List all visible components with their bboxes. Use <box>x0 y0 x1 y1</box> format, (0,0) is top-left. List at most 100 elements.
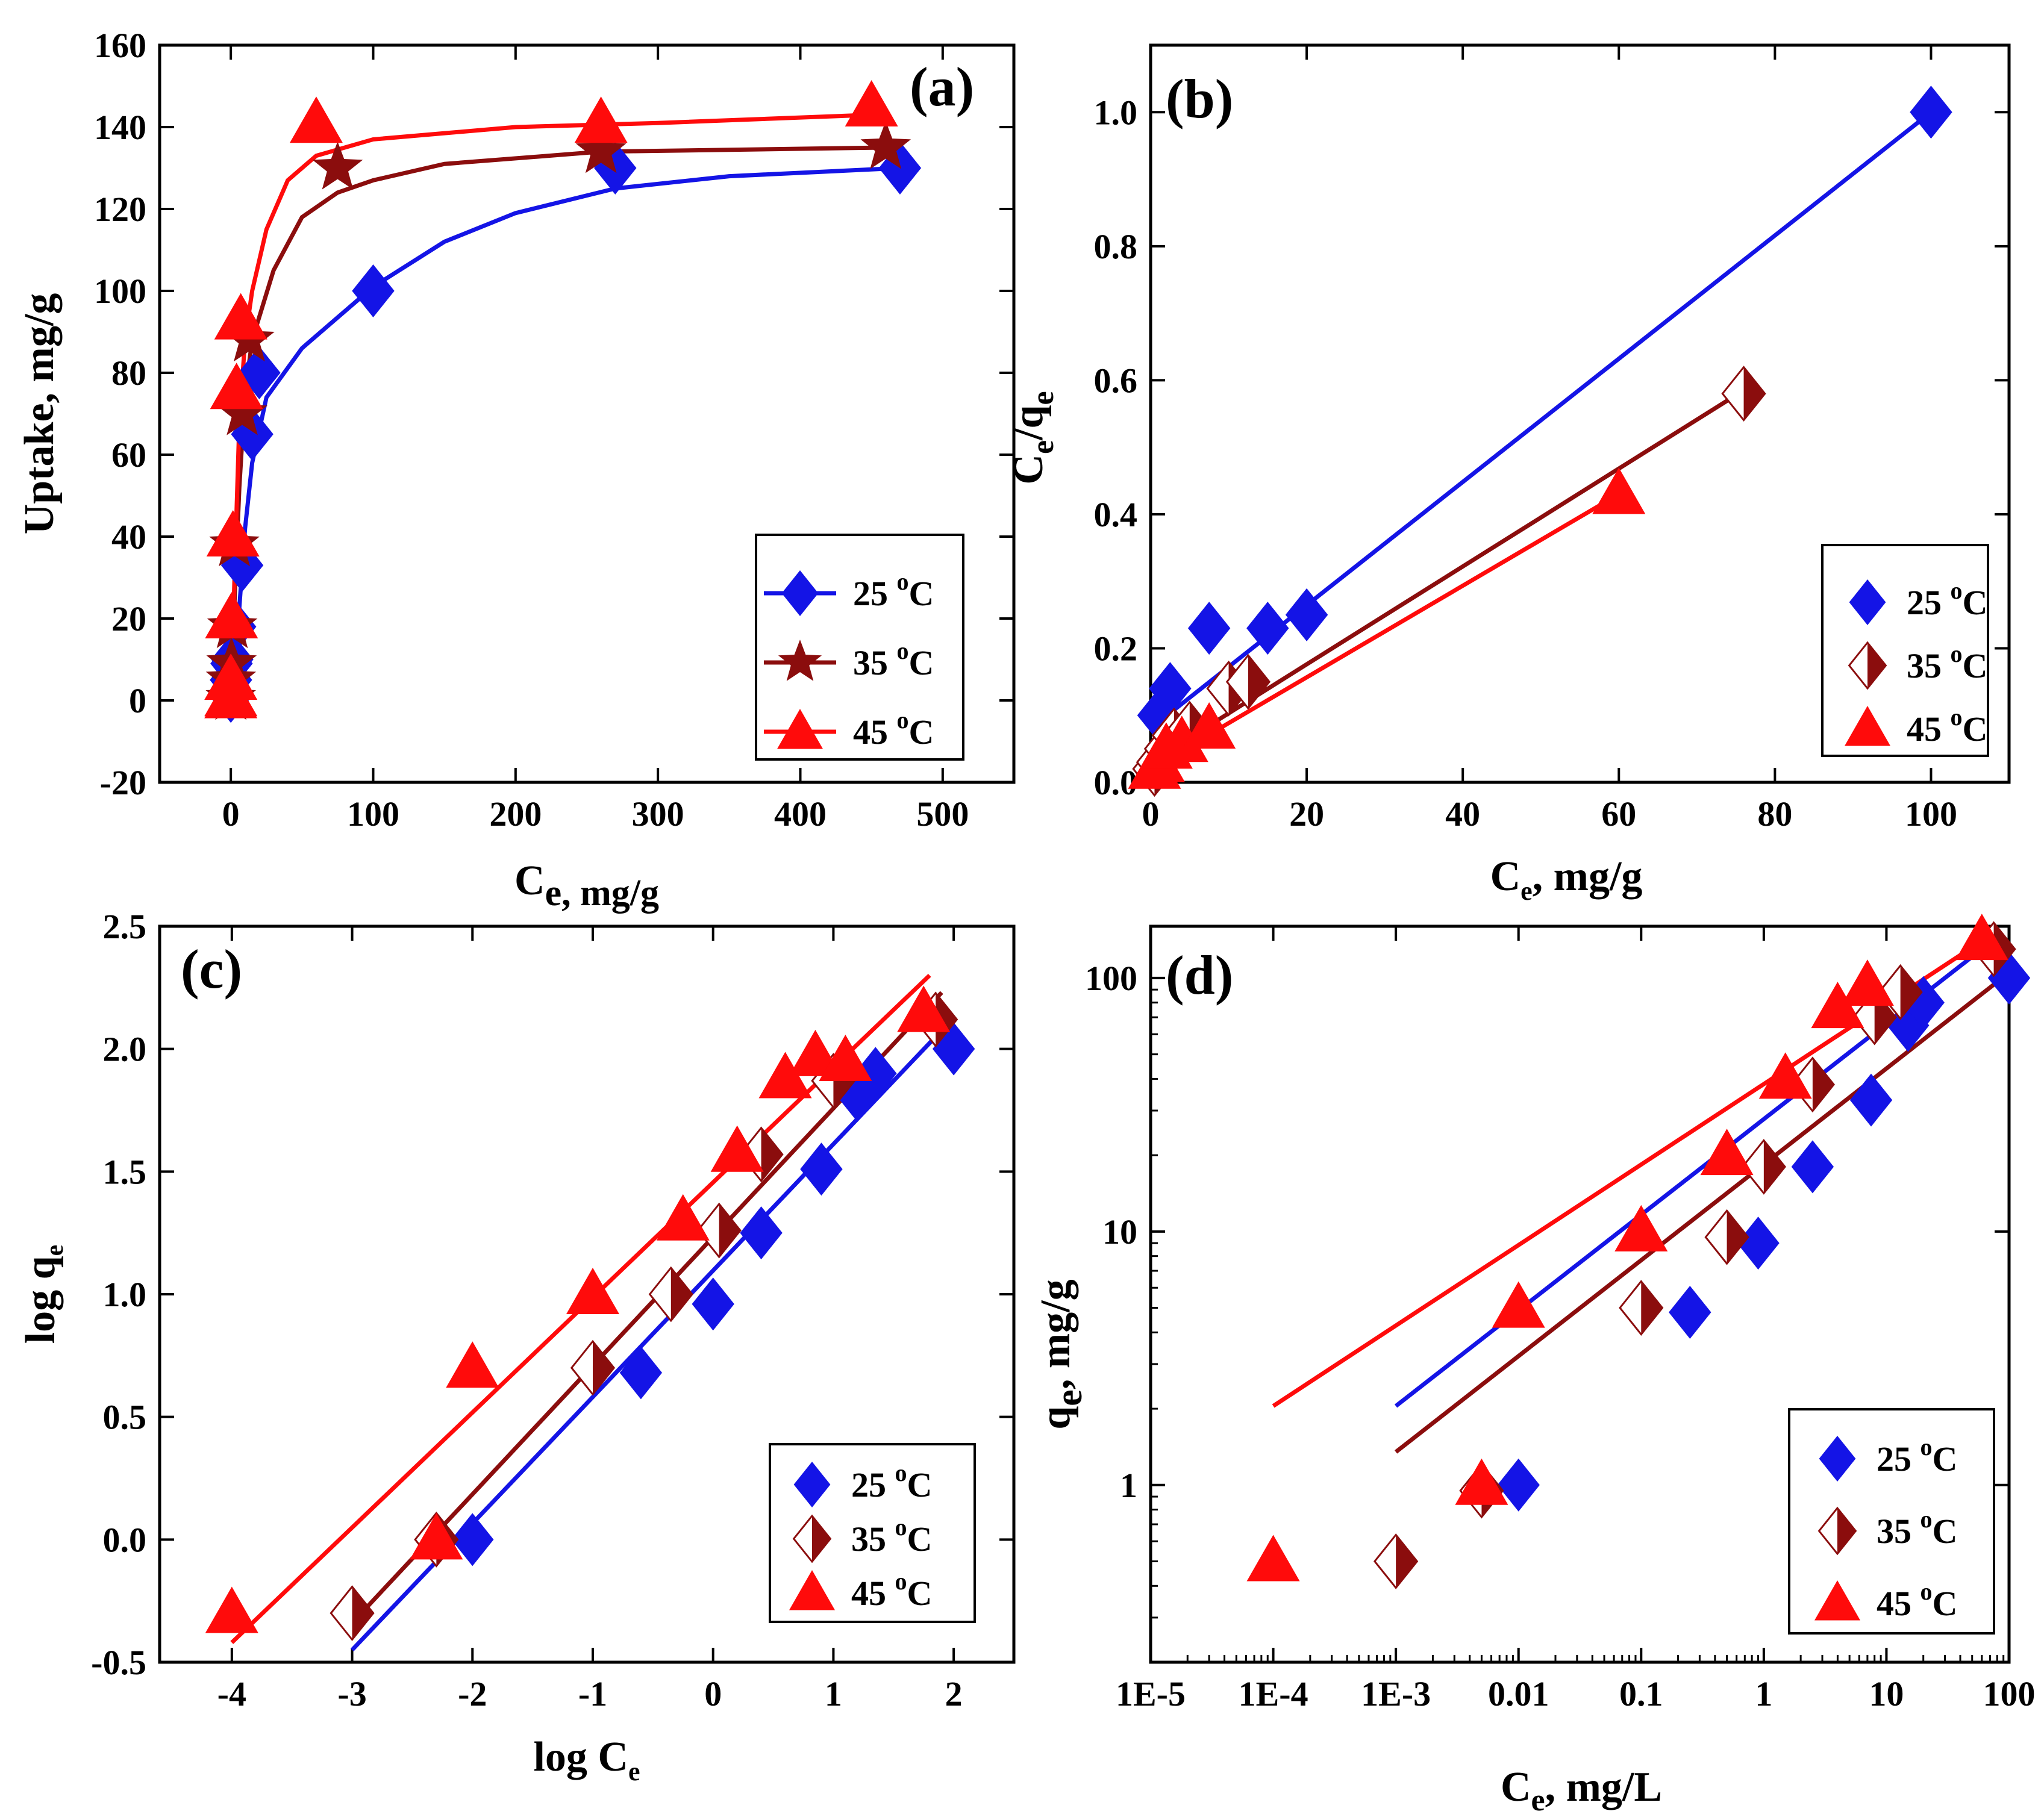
data-point-45C <box>566 1268 619 1314</box>
data-point-25C <box>1849 1073 1893 1127</box>
tick-labels-d: 1E-5 1E-4 1E-3 0.01 0.1 1 10 100 1 10 100 <box>1085 959 2036 1713</box>
legend-marker-35C <box>1817 1506 1857 1556</box>
x-tick-label: 1 <box>1755 1674 1772 1713</box>
panel-label-b: (b) <box>1166 68 1233 129</box>
tick-labels-b: 0 20 40 60 80 100 0.0 0.2 0.4 0.6 0.8 1.0 <box>1094 93 1957 834</box>
data-point-25C <box>451 1513 494 1566</box>
data-point-25C <box>1669 1286 1711 1339</box>
data-point-45C <box>205 592 258 638</box>
x-tick-label: 2 <box>945 1674 963 1713</box>
legend-marker-35C <box>1848 641 1887 690</box>
y-tick-label: 1.0 <box>1094 93 1138 132</box>
data-point-45C <box>897 985 951 1032</box>
markers-b <box>1128 86 1952 797</box>
y-tick-label: 1.0 <box>103 1275 147 1314</box>
legend-marker-45C <box>1814 1580 1860 1621</box>
plot-frame-b <box>1149 43 2011 784</box>
panel-b-langmuir-linear: 0 20 40 60 80 100 0.0 0.2 0.4 0.6 0.8 1.0 (b) Ce, m… <box>1005 43 2011 906</box>
y-tick-label: 10 <box>1102 1212 1137 1251</box>
x-tick-label: 100 <box>1983 1674 2036 1713</box>
data-point-45C <box>656 1194 710 1241</box>
y-tick-label: 0.6 <box>1094 361 1138 400</box>
y-tick-label: 0.0 <box>103 1520 147 1559</box>
legend-marker-25C <box>1819 1436 1856 1482</box>
data-point-45C <box>446 1341 499 1388</box>
data-point-45C <box>1758 1052 1812 1099</box>
legend-frame-d <box>1788 1408 1995 1635</box>
legend-label-45C: 45 oC <box>1877 1578 1957 1623</box>
x-tick-label: 60 <box>1601 794 1636 834</box>
data-point-45C <box>1246 1535 1300 1582</box>
y-tick-label: 40 <box>111 517 146 556</box>
x-tick-label: 100 <box>1905 794 1957 834</box>
legend-label-35C: 35 oC <box>853 637 934 682</box>
x-tick-label: 10 <box>1869 1674 1904 1713</box>
y-tick-label: 20 <box>111 599 146 638</box>
data-point-45C <box>845 80 898 126</box>
data-point-45C <box>1492 1281 1545 1328</box>
y-tick-label: -20 <box>100 763 146 802</box>
legend-items-b: 25 oC 35 oC 45 oC <box>1845 577 1987 749</box>
data-point-25C <box>1791 1140 1834 1194</box>
markers-d <box>1246 914 2031 1589</box>
panel-c-freundlich-linear: -4 -3 -2 -1 0 1 2 -0.5 0.0 0.5 1.0 1.5 2.0 2.5 (c) lo… <box>17 907 1016 1786</box>
legend-marker-45C <box>789 1570 835 1610</box>
data-point-45C <box>1700 1129 1754 1176</box>
data-point-45C <box>574 96 628 143</box>
data-point-25C <box>854 1047 897 1100</box>
legend-label-35C: 35 oC <box>1877 1506 1957 1551</box>
y-tick-label: 140 <box>94 108 146 147</box>
legend-items-a: 25 oC 35 oC 45 oC <box>764 568 934 752</box>
panel-label-a: (a) <box>910 56 974 117</box>
legend-label-45C: 45 oC <box>853 706 934 752</box>
legend-d: 25 oC 35 oC 45 oC <box>1788 1408 1995 1635</box>
legend-frame-a <box>755 534 964 761</box>
y-tick-label: 0.8 <box>1094 227 1138 266</box>
x-tick-label: 1E-3 <box>1361 1674 1431 1713</box>
y-tick-label: 120 <box>94 190 146 229</box>
data-point-35C <box>570 1339 616 1396</box>
data-point-25C <box>1187 602 1231 655</box>
data-point-45C <box>1183 702 1236 749</box>
y-axis-title-b: Ce/qe <box>1005 391 1060 484</box>
data-point-25C <box>932 1022 975 1076</box>
y-tick-label: 160 <box>94 26 146 65</box>
data-point-45C <box>758 1052 812 1099</box>
y-tick-label: 100 <box>1085 959 1137 998</box>
legend-marker-45C <box>1845 706 1890 746</box>
data-point-35C <box>860 121 911 169</box>
data-point-35C <box>696 1202 742 1259</box>
y-tick-label: 60 <box>111 435 146 475</box>
markers-a <box>204 80 922 723</box>
legend-frame-b <box>1821 544 1989 757</box>
data-point-45C <box>206 510 260 556</box>
panel-label-d: (d) <box>1166 944 1233 1006</box>
x-tick-label: 1 <box>825 1674 842 1713</box>
y-tick-label: 0.2 <box>1094 629 1138 668</box>
legend-marker-25C <box>781 570 819 616</box>
legend-label-45C: 45 oC <box>851 1568 932 1613</box>
data-point-35C <box>312 142 363 190</box>
y-tick-label: 1.5 <box>103 1152 147 1191</box>
y-tick-label: 0 <box>129 681 146 720</box>
data-point-25C <box>594 142 637 195</box>
x-tick-label: 0 <box>704 1674 722 1713</box>
fit-line-45C <box>1149 492 1621 771</box>
legend-b: 25 oC 35 oC 45 oC <box>1821 544 1989 757</box>
panel-label-c: (c) <box>181 938 242 1000</box>
plot-frame-d <box>1149 924 2011 1664</box>
y-tick-label: 0.5 <box>103 1398 147 1437</box>
legend-label-25C: 25 oC <box>1907 577 1987 622</box>
y-tick-label: 0.0 <box>1094 763 1138 802</box>
x-tick-label: -4 <box>217 1674 246 1713</box>
x-axis-title-b: Ce, mg/g <box>1490 853 1643 906</box>
legend-marker-35C <box>792 1514 832 1563</box>
data-point-45C <box>1455 1458 1508 1505</box>
x-tick-label: 0 <box>222 794 240 834</box>
tick-labels-a: 0 100 200 300 400 500 -20 0 20 40 60 80 100 120 140 160 <box>94 26 969 834</box>
data-point-45C <box>289 96 343 143</box>
y-axis-title-c: log qe <box>17 1245 69 1344</box>
legend-label-25C: 25 oC <box>1877 1433 1957 1479</box>
y-tick-label: 2.5 <box>103 907 147 946</box>
